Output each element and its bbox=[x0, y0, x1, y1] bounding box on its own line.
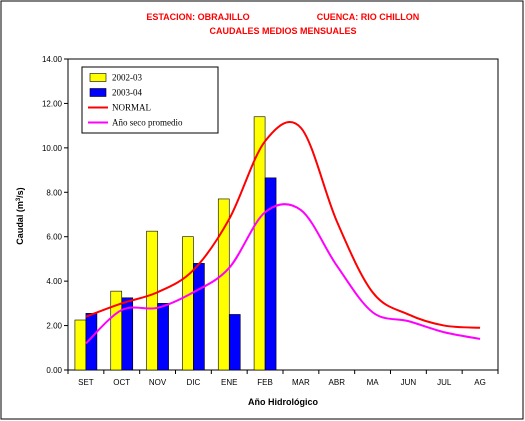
bar bbox=[85, 313, 98, 371]
legend-swatch bbox=[89, 88, 107, 97]
y-tick-label: 6.00 bbox=[46, 233, 62, 242]
x-axis-title: Año Hidrológico bbox=[248, 397, 318, 407]
y-tick-label: 0.00 bbox=[46, 366, 62, 375]
bar bbox=[264, 177, 277, 371]
y-axis-title: Caudal (m3/s) bbox=[15, 187, 25, 244]
x-tick-label: OCT bbox=[113, 378, 130, 387]
plot-area: 0.00 2.00 4.00 6.00 8.00 10.00 12.00 14.00 SET OC… bbox=[42, 55, 499, 387]
series-line bbox=[85, 203, 481, 345]
x-tick-label: SET bbox=[78, 378, 94, 387]
bar bbox=[74, 319, 87, 371]
x-tick-label: MAR bbox=[292, 378, 310, 387]
x-tick-label: DIC bbox=[187, 378, 201, 387]
bar bbox=[217, 198, 230, 371]
y-axis-title-exponent: 3 bbox=[16, 197, 22, 201]
bar bbox=[157, 303, 169, 371]
chart-title-left: ESTACION: OBRAJILLO bbox=[146, 12, 249, 22]
x-tick-label: JUL bbox=[437, 378, 452, 387]
x-tick-label: NOV bbox=[149, 378, 167, 387]
y-tick-label: 4.00 bbox=[46, 277, 62, 286]
x-tick-label: FEB bbox=[257, 378, 273, 387]
x-tick-label: JUN bbox=[401, 378, 417, 387]
bar bbox=[193, 263, 205, 371]
legend-label: NORMAL bbox=[112, 103, 151, 113]
y-axis-title-main: Caudal (m bbox=[15, 201, 25, 245]
x-tick-label: ENE bbox=[221, 378, 237, 387]
y-tick-label: 2.00 bbox=[46, 322, 62, 331]
legend-label: 2003-04 bbox=[112, 88, 142, 98]
y-tick-label: 14.00 bbox=[42, 55, 63, 64]
y-tick-label: 12.00 bbox=[42, 99, 63, 108]
chart-title-right: CUENCA: RIO CHILLON bbox=[317, 12, 420, 22]
series-line bbox=[85, 121, 481, 329]
bar bbox=[228, 314, 241, 371]
legend-label: Año seco promedio bbox=[112, 118, 183, 128]
legend: 2002-03 2003-04 NORMAL Año seco promedio bbox=[81, 66, 219, 134]
y-tick-label: 10.00 bbox=[42, 144, 63, 153]
legend-label: 2002-03 bbox=[112, 73, 142, 83]
bar bbox=[253, 116, 266, 371]
bar bbox=[121, 297, 134, 371]
x-tick-label: MA bbox=[367, 378, 380, 387]
y-tick-label: 8.00 bbox=[46, 188, 62, 197]
legend-swatch bbox=[89, 73, 107, 82]
x-tick-label: ABR bbox=[329, 378, 346, 387]
x-tick-label: AG bbox=[474, 378, 486, 387]
bar bbox=[182, 236, 194, 371]
y-axis-title-units: /s) bbox=[15, 187, 25, 198]
bar bbox=[146, 230, 158, 371]
chart-subtitle: CAUDALES MEDIOS MENSUALES bbox=[209, 26, 356, 36]
